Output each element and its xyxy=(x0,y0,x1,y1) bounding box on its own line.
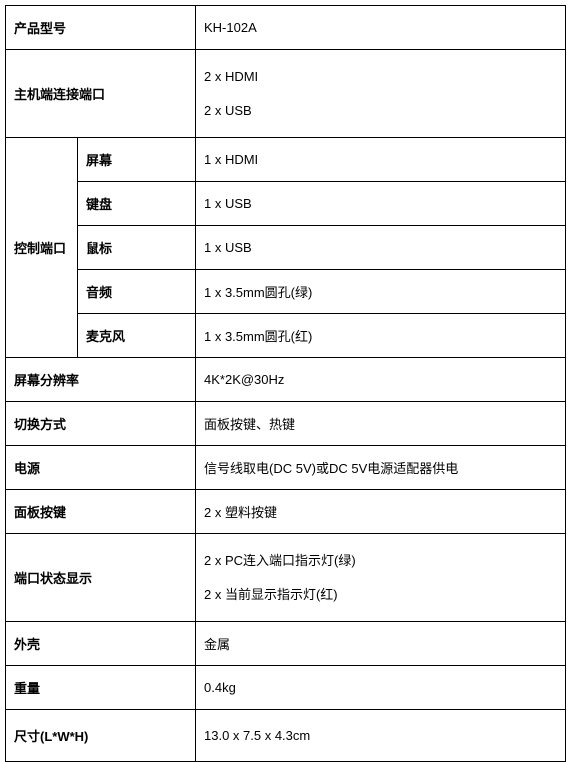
label-control-ports: 控制端口 xyxy=(6,138,78,358)
label-casing: 外壳 xyxy=(6,622,196,666)
value-panel-buttons: 2 x 塑料按键 xyxy=(196,490,566,534)
label-panel-buttons: 面板按键 xyxy=(6,490,196,534)
label-mic: 麦克风 xyxy=(78,314,196,358)
value-screen: 1 x HDMI xyxy=(196,138,566,182)
label-mouse: 鼠标 xyxy=(78,226,196,270)
table-row: 音频 1 x 3.5mm圆孔(绿) xyxy=(6,270,566,314)
value-casing: 金属 xyxy=(196,622,566,666)
value-host-ports: 2 x HDMI 2 x USB xyxy=(196,50,566,138)
label-power: 电源 xyxy=(6,446,196,490)
label-screen: 屏幕 xyxy=(78,138,196,182)
table-row: 产品型号 KH-102A xyxy=(6,6,566,50)
value-audio: 1 x 3.5mm圆孔(绿) xyxy=(196,270,566,314)
value-keyboard: 1 x USB xyxy=(196,182,566,226)
port-status-line1: 2 x PC连入端口指示灯(绿) xyxy=(204,544,557,578)
table-row: 端口状态显示 2 x PC连入端口指示灯(绿) 2 x 当前显示指示灯(红) xyxy=(6,534,566,622)
label-model: 产品型号 xyxy=(6,6,196,50)
value-mic: 1 x 3.5mm圆孔(红) xyxy=(196,314,566,358)
table-row: 麦克风 1 x 3.5mm圆孔(红) xyxy=(6,314,566,358)
spec-table: 产品型号 KH-102A 主机端连接端口 2 x HDMI 2 x USB 控制… xyxy=(5,5,566,762)
label-audio: 音频 xyxy=(78,270,196,314)
value-weight: 0.4kg xyxy=(196,666,566,710)
value-model: KH-102A xyxy=(196,6,566,50)
label-weight: 重量 xyxy=(6,666,196,710)
value-dimensions: 13.0 x 7.5 x 4.3cm xyxy=(196,710,566,762)
table-row: 键盘 1 x USB xyxy=(6,182,566,226)
table-row: 尺寸(L*W*H) 13.0 x 7.5 x 4.3cm xyxy=(6,710,566,762)
table-row: 面板按键 2 x 塑料按键 xyxy=(6,490,566,534)
host-port-line2: 2 x USB xyxy=(204,94,557,128)
port-status-line2: 2 x 当前显示指示灯(红) xyxy=(204,578,557,612)
label-host-ports: 主机端连接端口 xyxy=(6,50,196,138)
value-port-status: 2 x PC连入端口指示灯(绿) 2 x 当前显示指示灯(红) xyxy=(196,534,566,622)
value-power: 信号线取电(DC 5V)或DC 5V电源适配器供电 xyxy=(196,446,566,490)
label-dimensions: 尺寸(L*W*H) xyxy=(6,710,196,762)
host-port-line1: 2 x HDMI xyxy=(204,60,557,94)
table-row: 鼠标 1 x USB xyxy=(6,226,566,270)
value-resolution: 4K*2K@30Hz xyxy=(196,358,566,402)
label-resolution: 屏幕分辨率 xyxy=(6,358,196,402)
table-row: 切换方式 面板按键、热键 xyxy=(6,402,566,446)
label-switch-mode: 切换方式 xyxy=(6,402,196,446)
table-row: 主机端连接端口 2 x HDMI 2 x USB xyxy=(6,50,566,138)
value-switch-mode: 面板按键、热键 xyxy=(196,402,566,446)
table-row: 重量 0.4kg xyxy=(6,666,566,710)
table-row: 电源 信号线取电(DC 5V)或DC 5V电源适配器供电 xyxy=(6,446,566,490)
table-row: 屏幕分辨率 4K*2K@30Hz xyxy=(6,358,566,402)
value-mouse: 1 x USB xyxy=(196,226,566,270)
label-keyboard: 键盘 xyxy=(78,182,196,226)
table-row: 外壳 金属 xyxy=(6,622,566,666)
label-port-status: 端口状态显示 xyxy=(6,534,196,622)
table-row: 控制端口 屏幕 1 x HDMI xyxy=(6,138,566,182)
